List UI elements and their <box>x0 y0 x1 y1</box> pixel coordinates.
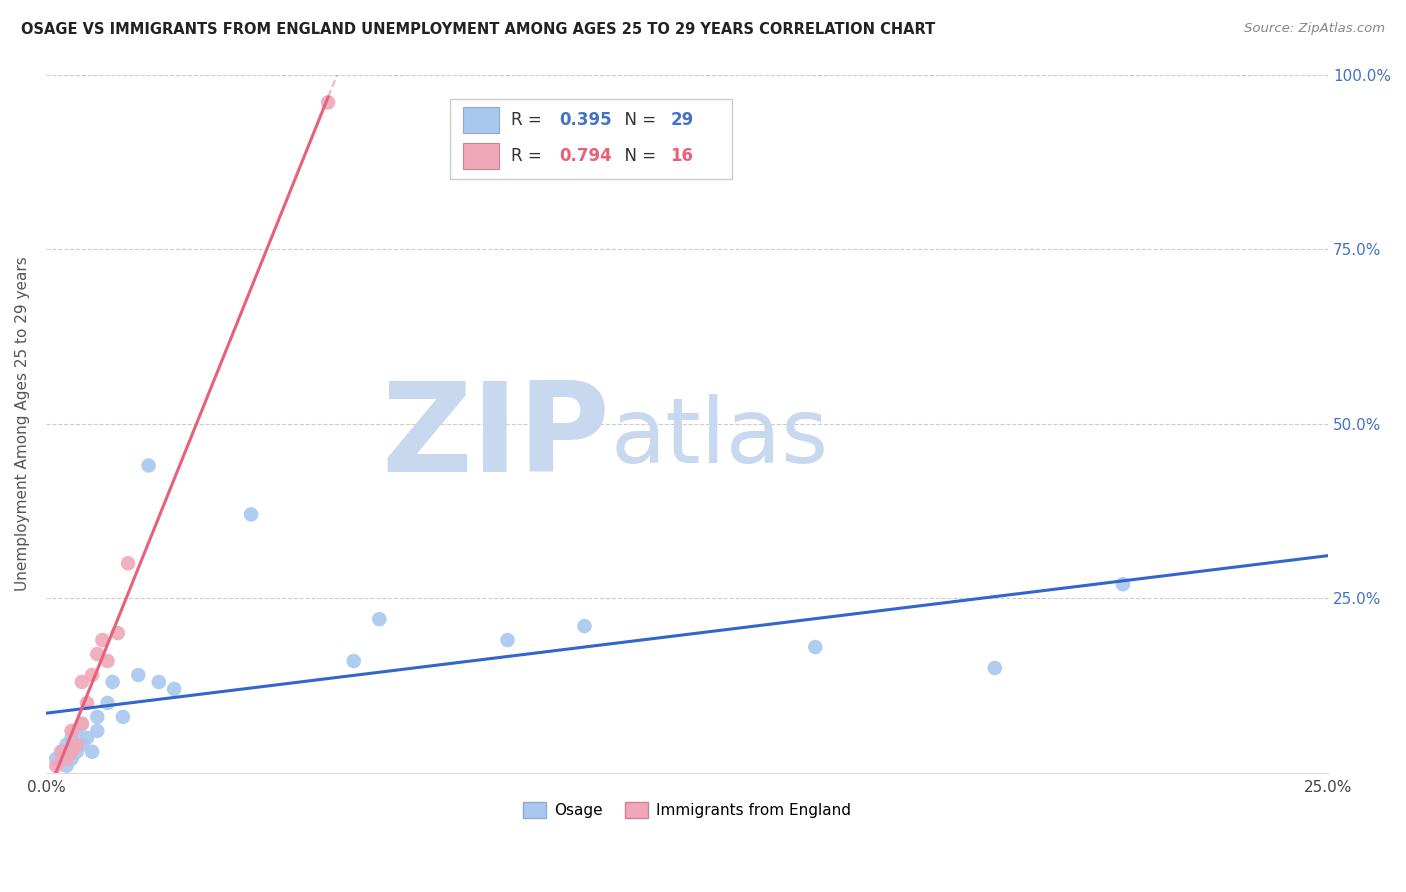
Point <box>107 626 129 640</box>
Point <box>101 675 124 690</box>
Point <box>76 696 98 710</box>
Text: 0.794: 0.794 <box>558 147 612 165</box>
Point <box>70 717 93 731</box>
Point <box>66 745 89 759</box>
Point <box>86 723 108 738</box>
Point <box>117 556 139 570</box>
Text: R =: R = <box>512 147 547 165</box>
Point <box>138 458 160 473</box>
Point <box>70 717 93 731</box>
Point <box>66 738 89 752</box>
Point <box>51 745 73 759</box>
Point <box>127 668 149 682</box>
Point <box>316 95 339 110</box>
Point <box>804 640 827 654</box>
Text: 16: 16 <box>671 147 693 165</box>
Point <box>111 710 134 724</box>
FancyBboxPatch shape <box>463 107 499 133</box>
Point <box>496 633 519 648</box>
Point <box>240 508 263 522</box>
FancyBboxPatch shape <box>450 99 733 179</box>
Point <box>60 752 83 766</box>
Text: OSAGE VS IMMIGRANTS FROM ENGLAND UNEMPLOYMENT AMONG AGES 25 TO 29 YEARS CORRELAT: OSAGE VS IMMIGRANTS FROM ENGLAND UNEMPLO… <box>21 22 935 37</box>
Text: N =: N = <box>614 147 661 165</box>
Point <box>45 752 67 766</box>
Point <box>148 675 170 690</box>
Point <box>82 668 104 682</box>
Point <box>70 675 93 690</box>
Text: 0.395: 0.395 <box>558 111 612 129</box>
Point <box>163 681 186 696</box>
Point <box>368 612 391 626</box>
Point <box>60 723 83 738</box>
Text: ZIP: ZIP <box>381 377 610 498</box>
Text: Source: ZipAtlas.com: Source: ZipAtlas.com <box>1244 22 1385 36</box>
Point <box>91 633 114 648</box>
Point <box>96 696 118 710</box>
Legend: Osage, Immigrants from England: Osage, Immigrants from England <box>517 797 858 824</box>
Point <box>984 661 1007 675</box>
Point <box>60 731 83 745</box>
FancyBboxPatch shape <box>463 143 499 169</box>
Point <box>51 745 73 759</box>
Point <box>76 731 98 745</box>
Point <box>82 745 104 759</box>
Point <box>55 752 77 766</box>
Point <box>86 710 108 724</box>
Text: R =: R = <box>512 111 547 129</box>
Point <box>343 654 366 668</box>
Text: 29: 29 <box>671 111 693 129</box>
Y-axis label: Unemployment Among Ages 25 to 29 years: Unemployment Among Ages 25 to 29 years <box>15 256 30 591</box>
Text: N =: N = <box>614 111 661 129</box>
Point <box>70 738 93 752</box>
Point <box>45 758 67 772</box>
Point <box>96 654 118 668</box>
Point <box>1112 577 1135 591</box>
Point <box>60 745 83 759</box>
Text: atlas: atlas <box>610 393 828 482</box>
Point <box>66 723 89 738</box>
Point <box>55 758 77 772</box>
Point <box>86 647 108 661</box>
Point <box>574 619 596 633</box>
Point <box>55 738 77 752</box>
